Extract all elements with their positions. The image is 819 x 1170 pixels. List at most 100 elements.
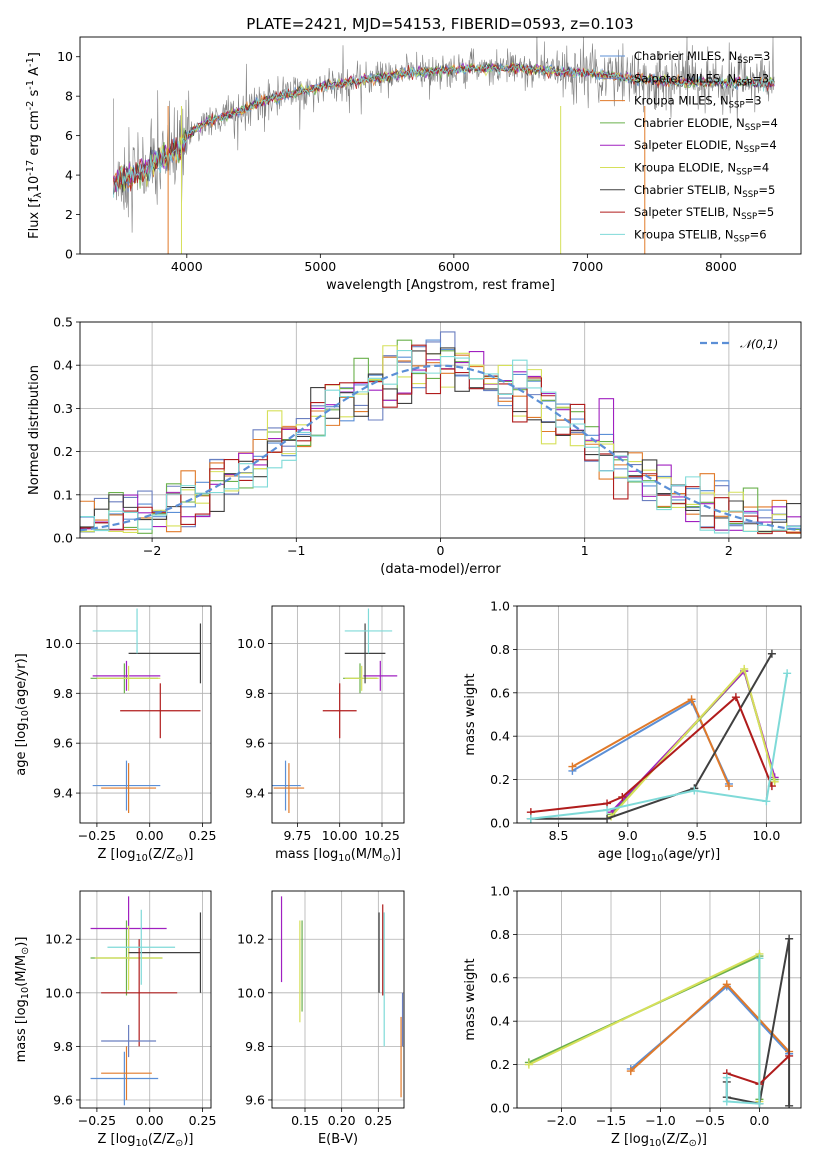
panel-spectrum: 4000 5000 6000 7000 8000 0 2 4 6 8 10 wavelength [A… (25, 36, 802, 293)
weight-marker (785, 1101, 794, 1108)
y-tick-label: 0.5 (53, 315, 73, 330)
plot-area (272, 608, 398, 814)
x-tick-label: 0.25 (189, 1113, 217, 1128)
axes-frame (79, 605, 212, 824)
y-tick-label: 9.6 (245, 1092, 265, 1107)
x-tick-label: 8000 (705, 259, 737, 274)
y-tick-label: 8 (65, 89, 73, 104)
data-point-5 (96, 665, 161, 691)
model-spectrum (113, 61, 775, 195)
y-tick-label: 4 (65, 168, 73, 183)
x-tick-label: 0.25 (364, 1113, 392, 1128)
x-tick-label: 6000 (438, 259, 470, 274)
panel-age-vs-Z: −0.25 0.00 0.25 9.4 9.6 9.8 10.0 Z [log10​(Z/Z⊙… (14, 605, 217, 864)
plot-area (280, 896, 404, 1098)
legend-label: Salpeter ELODIE, NSSP​=4 (634, 138, 777, 155)
y-tick-label: 10 (57, 49, 73, 64)
x-tick-label: 0.0 (749, 1113, 769, 1128)
y-axis-label: mass weight (463, 673, 478, 755)
x-tick-label: 0.15 (291, 1113, 319, 1128)
y-axis-label: Normed distribution (27, 365, 42, 495)
legend-label: Kroupa STELIB, NSSP​=6 (634, 227, 767, 244)
data-point-1 (101, 1024, 157, 1058)
x-tick-label: 0.25 (189, 828, 217, 843)
y-tick-label: 2 (65, 207, 73, 222)
y-tick-label: 9.8 (245, 1039, 265, 1054)
weight-line (530, 695, 773, 814)
residual-histogram (80, 339, 801, 531)
y-tick-label: 9.4 (245, 786, 265, 801)
data-point-8 (107, 909, 176, 985)
y-tick-label: 0.2 (490, 1057, 510, 1072)
axes-frame (516, 890, 802, 1109)
data-point-8 (344, 608, 393, 654)
axes-frame (271, 890, 405, 1109)
axes-frame (79, 890, 212, 1109)
y-tick-label: 10.0 (237, 985, 265, 1000)
x-tick-label: −2.0 (546, 1113, 576, 1128)
x-tick-label: −0.25 (78, 1113, 116, 1128)
y-tick-label: 0.0 (53, 531, 73, 546)
weight-marker (722, 1097, 731, 1106)
weight-marker (767, 649, 776, 658)
x-tick-label: 0.00 (136, 1113, 164, 1128)
axes-frame (516, 605, 802, 824)
weight-marker (626, 1067, 635, 1076)
x-tick-label: 5000 (304, 259, 336, 274)
y-tick-label: 0.1 (53, 487, 73, 502)
data-point-2 (101, 1046, 152, 1100)
model-spectrum (113, 63, 775, 198)
x-axis-label: age [log10​(age/yr)] (598, 847, 721, 864)
weight-marker (603, 814, 612, 823)
plot-area (90, 608, 202, 814)
plot-area (524, 934, 794, 1108)
x-tick-label: −1.5 (596, 1113, 626, 1128)
weight-line (528, 952, 761, 1102)
x-tick-label: 0.20 (328, 1113, 356, 1128)
data-point-7 (120, 683, 201, 739)
weight-marker (724, 782, 733, 791)
y-tick-label: 0.0 (490, 1101, 510, 1116)
x-tick-label: 9.75 (283, 828, 311, 843)
model-spectrum (113, 63, 775, 193)
legend-label: 𝒩(0,1) (740, 337, 778, 351)
y-tick-label: 10.2 (45, 932, 73, 947)
data-point-4 (363, 660, 398, 691)
residual-histogram (80, 344, 801, 535)
data-point-2 (101, 763, 157, 814)
y-tick-label: 9.6 (53, 736, 73, 751)
y-tick-label: 10.2 (237, 932, 265, 947)
x-tick-label: 4000 (171, 259, 203, 274)
panel-mass-vs-Z: −0.25 0.00 0.25 9.6 9.8 10.0 10.2 Z [log10​(Z/Z… (14, 890, 217, 1149)
y-tick-label: 9.6 (53, 1092, 73, 1107)
legend-label: Salpeter MILES, NSSP​=3 (634, 71, 769, 88)
data-point-6 (128, 623, 202, 684)
x-tick-label: 0.00 (136, 828, 164, 843)
y-tick-label: 0.2 (490, 772, 510, 787)
y-tick-label: 9.4 (53, 786, 73, 801)
legend-label: Kroupa ELODIE, NSSP​=4 (634, 161, 769, 178)
x-tick-label: 10.25 (364, 828, 400, 843)
data-point-2 (273, 763, 305, 814)
x-axis-label: E(B-V) (318, 1132, 358, 1147)
weight-line (726, 1055, 790, 1086)
weight-marker (740, 664, 749, 673)
x-tick-label: 9.5 (687, 828, 707, 843)
x-tick-label: −2 (143, 543, 161, 558)
y-tick-label: 0.4 (490, 729, 510, 744)
y-tick-label: 0.4 (490, 1014, 510, 1029)
weight-marker (603, 805, 612, 814)
weight-line (725, 958, 761, 1105)
plot-area (113, 37, 775, 254)
weight-marker (770, 777, 779, 786)
data-point-0 (272, 760, 301, 811)
weight-marker (731, 693, 740, 702)
y-tick-label: 0.8 (490, 642, 510, 657)
y-tick-label: 0.4 (53, 358, 73, 373)
x-tick-label: 8.5 (549, 828, 569, 843)
weight-marker (524, 1060, 533, 1069)
x-tick-label: 7000 (571, 259, 603, 274)
y-axis-label: mass [log10​(M/M⊙​)] (14, 937, 31, 1063)
plot-area (90, 896, 202, 1106)
x-axis-label: wavelength [Angstrom, rest frame] (326, 278, 555, 293)
